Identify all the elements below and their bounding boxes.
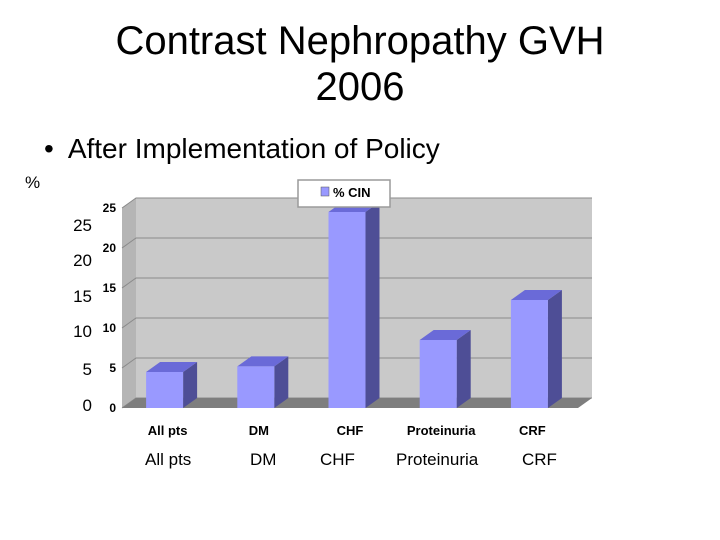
inner-category-label-chf: CHF <box>337 423 364 438</box>
bullet-point: • After Implementation of Policy <box>44 132 440 166</box>
inner-category-label-crf: CRF <box>519 423 546 438</box>
bar-side-crf <box>547 290 562 408</box>
inner-category-label-all-pts: All pts <box>148 423 188 438</box>
inner-tick-label-5: 5 <box>109 361 116 375</box>
outer-category-proteinuria: Proteinuria <box>396 450 479 469</box>
bar-top-dm <box>237 356 289 367</box>
bullet-marker: • <box>44 133 54 164</box>
bar-top-crf <box>510 290 562 300</box>
outer-tick-20: 20 <box>73 251 92 270</box>
outer-tick-5: 5 <box>82 360 92 379</box>
title-line-2: 2006 <box>315 65 405 109</box>
bar-top-all-pts <box>146 362 198 372</box>
bar-all-pts <box>146 372 184 408</box>
bar-side-dm <box>274 356 289 408</box>
inner-tick-label-0: 0 <box>109 401 116 415</box>
inner-category-label-dm: DM <box>249 423 269 438</box>
chart-side-wall <box>122 198 136 408</box>
gridline-25 <box>121 197 592 209</box>
title-line-1: Contrast Nephropathy GVH <box>115 19 605 63</box>
bar-side-chf <box>365 202 380 408</box>
bar-proteinuria <box>419 340 457 408</box>
outer-category-crf: CRF <box>522 450 557 469</box>
gridline-15 <box>121 277 592 289</box>
outer-tick-25: 25 <box>73 216 92 235</box>
outer-tick-0: 0 <box>82 396 92 415</box>
inner-tick-label-20: 20 <box>103 241 117 255</box>
legend-box <box>297 179 391 208</box>
outer-tick-10: 10 <box>73 322 92 341</box>
gridline-10 <box>121 317 592 329</box>
inner-tick-label-15: 15 <box>103 281 117 295</box>
page-title: Contrast Nephropathy GVH 2006 <box>0 18 720 110</box>
legend-label: % CIN <box>333 185 371 200</box>
bullet-text: After Implementation of Policy <box>67 133 440 164</box>
outer-category-all-pts: All pts <box>145 450 192 469</box>
bar-dm <box>237 366 275 408</box>
outer-category-chf: CHF <box>320 450 355 469</box>
outer-tick-15: 15 <box>73 287 92 306</box>
inner-tick-label-25: 25 <box>103 201 117 215</box>
bar-crf <box>510 300 548 408</box>
y-unit-label: % <box>25 173 41 192</box>
inner-tick-label-10: 10 <box>103 321 117 335</box>
bar-chf <box>328 212 366 408</box>
gridline-20 <box>121 237 592 249</box>
outer-category-dm: DM <box>250 450 277 469</box>
legend-swatch <box>320 186 330 197</box>
inner-category-label-proteinuria: Proteinuria <box>407 423 476 438</box>
bar-top-proteinuria <box>419 330 471 340</box>
bar-side-proteinuria <box>456 330 471 408</box>
bar-side-all-pts <box>183 362 198 408</box>
